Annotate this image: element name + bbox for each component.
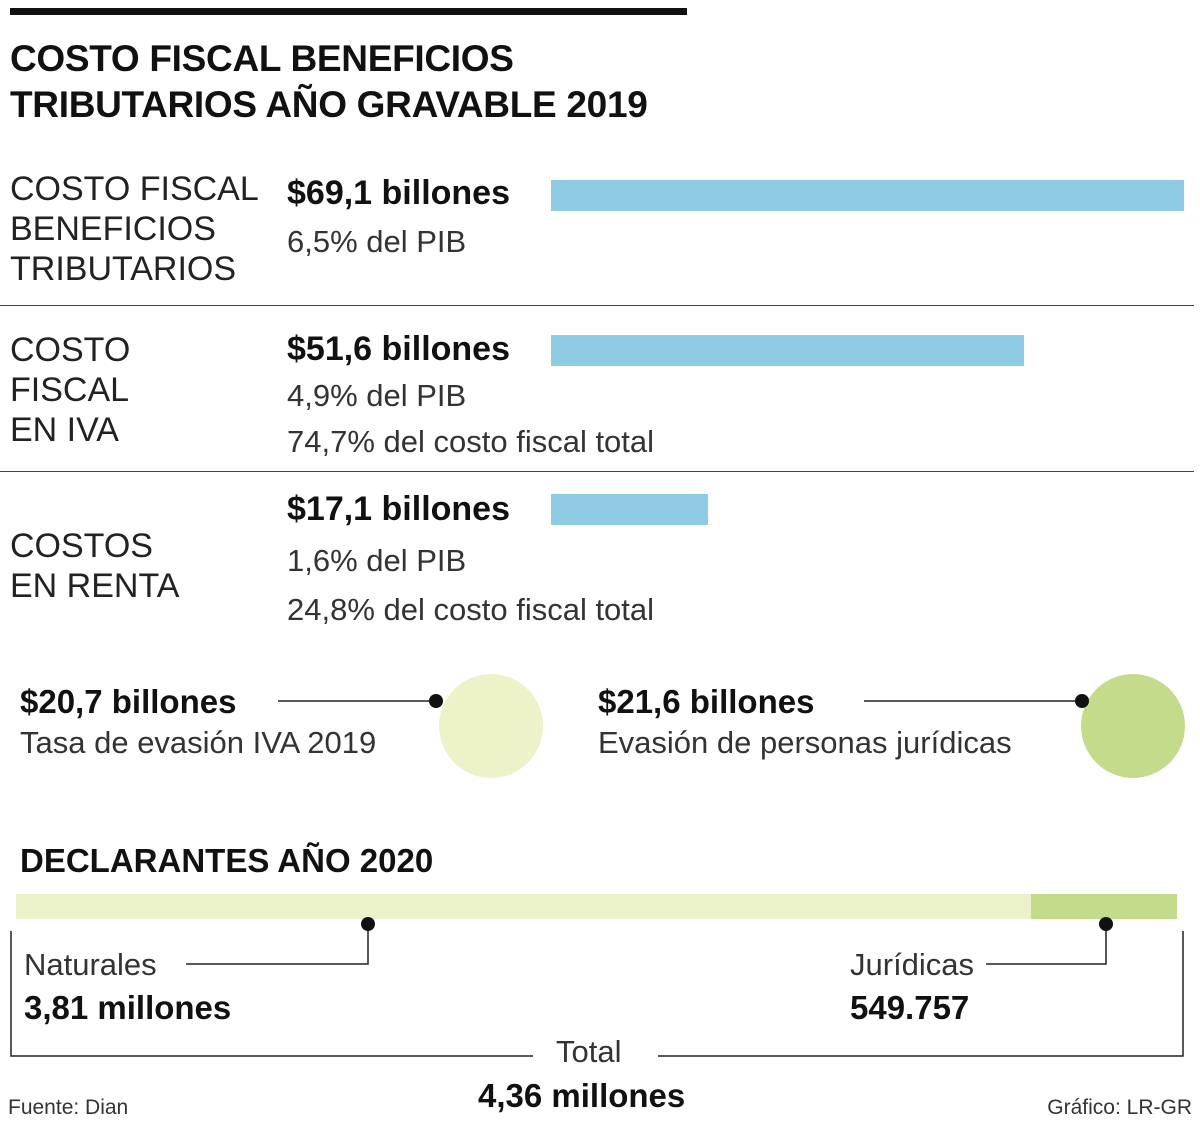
evasion-juridicas-description: Evasión de personas jurídicas: [598, 725, 1012, 760]
declarantes-naturales-segment: [16, 894, 1031, 919]
naturales-label: Naturales: [24, 947, 157, 982]
evasion-iva-dot: [429, 694, 443, 708]
row3-detail-share: 24,8% del costo fiscal total: [287, 592, 655, 627]
evasion-iva-value: $20,7 billones: [20, 683, 237, 720]
total-value: 4,36 millones: [478, 1077, 686, 1114]
evasion-juridicas-dot: [1075, 694, 1089, 708]
row2-value-label: $51,6 billones: [287, 330, 510, 368]
bar-row2: [551, 335, 1024, 366]
naturales-leader: [186, 924, 369, 965]
row1-category-line: TRIBUTARIOS: [10, 250, 237, 288]
row1-value-label: $69,1 billones: [287, 174, 510, 212]
total-label: Total: [556, 1034, 622, 1069]
evasion-juridicas-value: $21,6 billones: [598, 683, 815, 720]
source-note: Fuente: Dian: [8, 1096, 129, 1119]
juridicas-label: Jurídicas: [850, 947, 975, 982]
row1-detail: 6,5% del PIB: [287, 224, 467, 259]
row-divider: [0, 305, 1194, 306]
page-title: COSTO FISCAL BENEFICIOS TRIBUTARIOS AÑO …: [10, 36, 648, 128]
row1-category-line: BENEFICIOS: [10, 210, 216, 248]
row3-category-line: COSTOS: [10, 527, 153, 565]
total-bracket-right: [658, 931, 1184, 1057]
row2-category-line: COSTO: [10, 331, 131, 369]
juridicas-leader: [986, 924, 1107, 965]
title-line-2: TRIBUTARIOS AÑO GRAVABLE 2019: [10, 84, 648, 125]
bar-row3: [551, 494, 708, 525]
title-line-1: COSTO FISCAL BENEFICIOS: [10, 38, 514, 79]
evasion-juridicas-circle: [1081, 674, 1185, 778]
credit-note: Gráfico: LR-GR: [1047, 1096, 1192, 1119]
row2-detail-pib: 4,9% del PIB: [287, 378, 467, 413]
row1-category-line: COSTO FISCAL: [10, 170, 259, 208]
row1-category: COSTO FISCAL BENEFICIOS TRIBUTARIOS: [10, 169, 259, 289]
row-divider: [0, 471, 1194, 472]
bar-row1: [551, 180, 1184, 211]
row3-category: COSTOS EN RENTA: [10, 526, 179, 606]
declarantes-juridicas-segment: [1031, 894, 1177, 919]
naturales-value: 3,81 millones: [24, 989, 232, 1026]
row3-value-label: $17,1 billones: [287, 490, 510, 528]
evasion-iva-description: Tasa de evasión IVA 2019: [20, 725, 377, 760]
row3-category-line: EN RENTA: [10, 567, 180, 605]
juridicas-value: 549.757: [850, 989, 970, 1026]
top-rule: [10, 8, 687, 15]
row3-detail-pib: 1,6% del PIB: [287, 543, 467, 578]
total-bracket-left: [10, 931, 533, 1057]
row2-category: COSTO FISCAL EN IVA: [10, 330, 130, 450]
row2-category-line: EN IVA: [10, 411, 119, 449]
row2-category-line: FISCAL: [10, 371, 130, 409]
juridicas-dot: [1099, 917, 1113, 931]
naturales-dot: [361, 917, 375, 931]
declarantes-title: DECLARANTES AÑO 2020: [20, 842, 434, 879]
row2-detail-share: 74,7% del costo fiscal total: [287, 424, 655, 459]
evasion-iva-circle: [439, 674, 543, 778]
